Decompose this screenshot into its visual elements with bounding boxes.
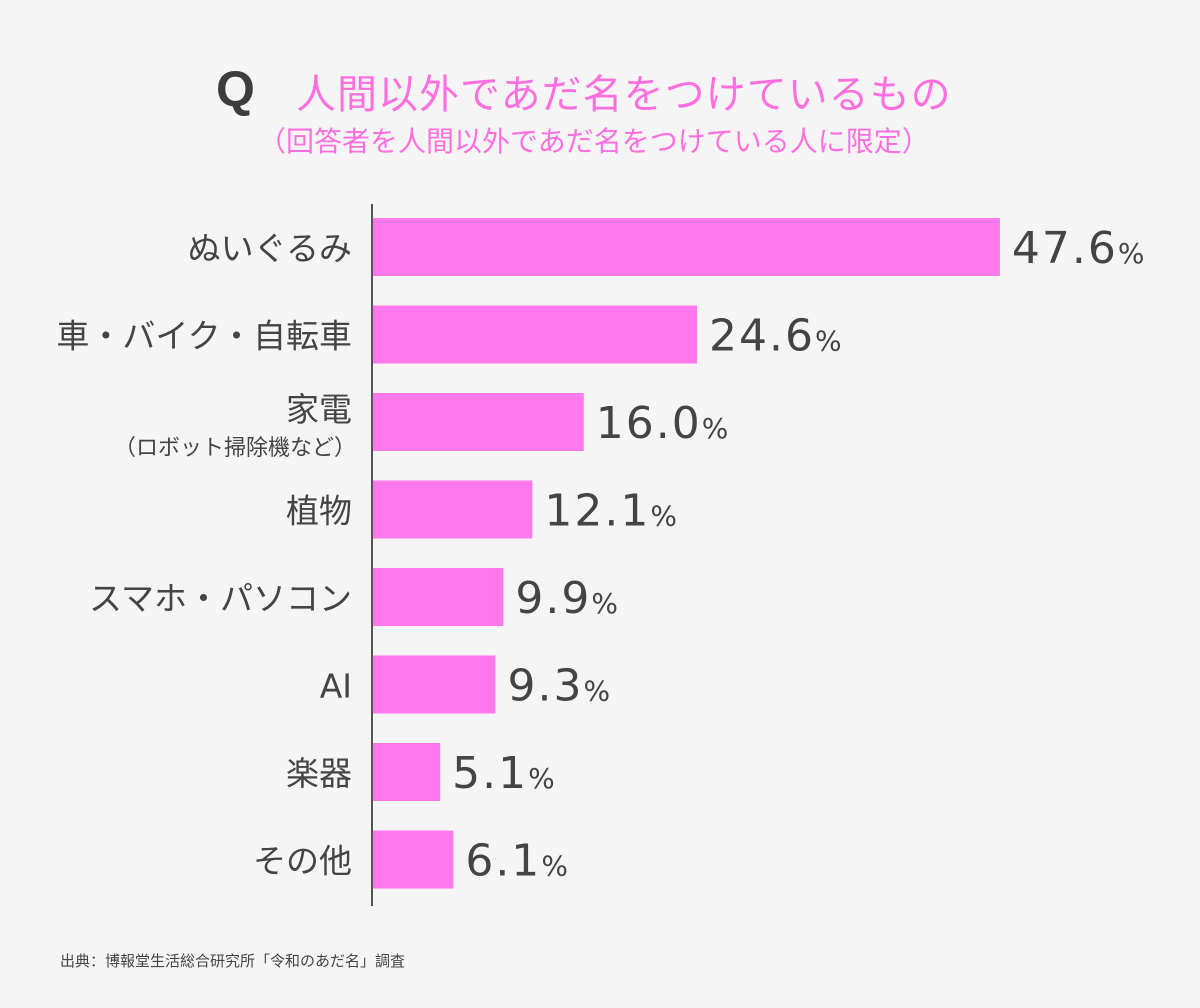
bar xyxy=(373,480,533,539)
source-note: 出典：博報堂生活総合研究所「令和のあだ名」調査 xyxy=(60,952,406,970)
category-label: 楽器 xyxy=(286,754,352,793)
value-label: 12.1% xyxy=(544,486,679,537)
value-unit: % xyxy=(815,325,844,358)
value-unit: % xyxy=(702,412,731,445)
category-label: ぬいぐるみ xyxy=(188,229,352,268)
value-label: 9.3% xyxy=(507,661,612,712)
value-label: 24.6% xyxy=(709,311,844,362)
value-label: 9.9% xyxy=(515,573,620,624)
chart-subtitle: （回答者を人間以外であだ名をつけている人に限定） xyxy=(258,125,930,158)
bar xyxy=(373,830,454,889)
value-label: 5.1% xyxy=(452,748,557,799)
bar xyxy=(373,393,584,451)
value-unit: % xyxy=(583,675,612,708)
category-note: （ロボット掃除機など） xyxy=(114,436,356,461)
category-label: 車・バイク・自転車 xyxy=(56,317,352,356)
value-unit: % xyxy=(528,762,557,795)
bar xyxy=(373,743,441,801)
value-unit: % xyxy=(650,500,679,533)
bar xyxy=(373,305,697,364)
category-label: 家電 xyxy=(286,390,352,429)
category-label: AI xyxy=(320,667,352,706)
category-label: スマホ・パソコン xyxy=(89,579,352,618)
category-label: その他 xyxy=(253,842,352,881)
value-label: 6.1% xyxy=(465,836,570,887)
value-unit: % xyxy=(541,850,570,883)
value-label: 16.0% xyxy=(596,398,731,449)
value-label: 47.6% xyxy=(1012,223,1147,274)
chart-title: 人間以外であだ名をつけているもの xyxy=(296,72,952,118)
bar xyxy=(373,655,496,714)
q-mark: Q xyxy=(216,61,255,117)
value-unit: % xyxy=(1118,237,1147,270)
value-unit: % xyxy=(591,587,620,620)
bar xyxy=(373,218,1000,276)
category-label: 植物 xyxy=(286,492,352,531)
bar xyxy=(373,568,504,626)
